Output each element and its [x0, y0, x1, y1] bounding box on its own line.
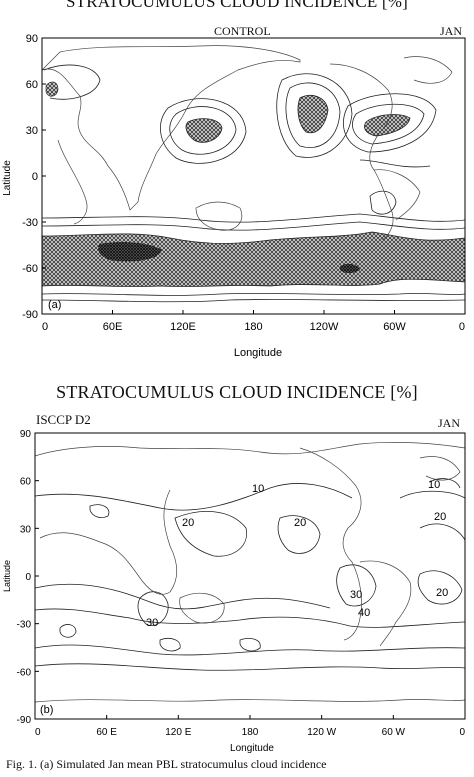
- lon-tick-label: 180: [242, 727, 259, 738]
- panel-a-ylabel: Latitude: [2, 160, 13, 196]
- lat-tick-label: -60: [22, 263, 38, 275]
- lon-tick-label: 120 E: [165, 727, 191, 738]
- contour-label-10a: 10: [252, 483, 264, 495]
- contour-label-10b: 10: [428, 479, 440, 491]
- panel-a-label: (a): [48, 299, 61, 311]
- lat-tick-label: -30: [22, 217, 38, 229]
- contour-label-20c: 20: [434, 511, 446, 523]
- panel-b-month: JAN: [438, 416, 461, 430]
- lat-tick-label: 60: [26, 79, 38, 91]
- panel-b-label: (b): [40, 704, 53, 716]
- lat-tick-label: -30: [17, 620, 32, 631]
- panel-a-contours: [42, 64, 465, 303]
- lon-tick-label: 120 W: [307, 727, 336, 738]
- lat-tick-label: 0: [25, 572, 31, 583]
- lon-tick-label: 60 E: [96, 727, 117, 738]
- panel-a-xlabel: Longitude: [234, 347, 282, 359]
- contour-label-20a: 20: [182, 517, 194, 529]
- lat-tick-label: -90: [17, 715, 32, 726]
- lon-tick-label: 60 W: [382, 727, 406, 738]
- panel-b-frame: [34, 432, 466, 720]
- lon-tick-label: 60E: [103, 321, 123, 333]
- lon-tick-label: 120W: [310, 321, 339, 333]
- lat-tick-label: -90: [22, 309, 38, 321]
- southern-ocean-stratocumulus-band: [42, 231, 465, 287]
- panel-a-month: JAN: [440, 24, 463, 38]
- panel-a-map: 90 60 30 0 -30 -60 -90 0 60E 120E 180 120W 60W 0 (a)…: [2, 33, 466, 359]
- lat-tick-label: 30: [20, 524, 32, 535]
- contour-label-40: 40: [358, 607, 370, 619]
- panel-b-map: 10 10 20 20 20 30 40 20 30 90 60 30 0 -30 -60…: [2, 429, 466, 754]
- panel-a-coastlines: [42, 45, 453, 241]
- contour-label-30a: 30: [350, 589, 362, 601]
- n-atlantic-stratocumulus: [364, 114, 411, 137]
- southern-ocean-dense-core: [98, 242, 162, 262]
- panel-a-title: STRATOCUMULUS CLOUD INCIDENCE [%]: [65, 0, 409, 11]
- ne-pacific-stratocumulus: [297, 94, 329, 134]
- lon-tick-label: 0: [459, 727, 465, 738]
- contour-label-20d: 20: [436, 587, 448, 599]
- contour-label-30b: 30: [146, 617, 158, 629]
- southern-ocean-dense-core-2: [340, 263, 360, 273]
- panel-b-lat-axis: 90 60 30 0 -30 -60 -90: [17, 429, 39, 726]
- panel-a-lon-axis: 0 60E 120E 180 120W 60W 0: [41, 310, 466, 333]
- panel-b-title: STRATOCUMULUS CLOUD INCIDENCE [%]: [56, 382, 418, 402]
- contour-label-20b: 20: [294, 517, 306, 529]
- lon-tick-label: 120E: [170, 321, 196, 333]
- panel-b-xlabel: Longitude: [230, 743, 274, 754]
- lat-tick-label: 90: [20, 429, 32, 440]
- panel-a: STRATOCUMULUS CLOUD INCIDENCE [%] CONTRO…: [0, 0, 474, 370]
- lon-tick-label: 0: [459, 321, 465, 333]
- panel-b-coastlines: [35, 442, 465, 703]
- panel-a-lat-axis: 90 60 30 0 -30 -60 -90: [22, 33, 46, 321]
- panel-b-subtitle: ISCCP D2: [36, 412, 91, 427]
- lat-tick-label: 90: [26, 33, 38, 45]
- nw-pacific-stratocumulus: [185, 118, 223, 143]
- lon-tick-label: 180: [244, 321, 262, 333]
- panel-b-contour-labels: 10 10 20 20 20 30 40 20 30: [146, 479, 448, 629]
- lon-tick-label: 0: [42, 321, 48, 333]
- lat-tick-label: 30: [26, 125, 38, 137]
- lat-tick-label: 60: [20, 477, 32, 488]
- panel-b-ylabel: Latitude: [2, 560, 12, 592]
- arctic-stratocumulus: [45, 81, 59, 97]
- panel-b-contours: [35, 478, 465, 671]
- lat-tick-label: -60: [17, 667, 32, 678]
- panel-a-subtitle: CONTROL: [214, 24, 271, 38]
- panel-b-lon-axis: 0 60 E 120 E 180 120 W 60 W 0: [34, 715, 466, 738]
- panel-b: STRATOCUMULUS CLOUD INCIDENCE [%] ISCCP …: [0, 378, 474, 758]
- lon-tick-label: 0: [35, 727, 41, 738]
- lat-tick-label: 0: [32, 171, 38, 183]
- lon-tick-label: 60W: [383, 321, 406, 333]
- figure-caption: Fig. 1. (a) Simulated Jan mean PBL strat…: [6, 757, 327, 771]
